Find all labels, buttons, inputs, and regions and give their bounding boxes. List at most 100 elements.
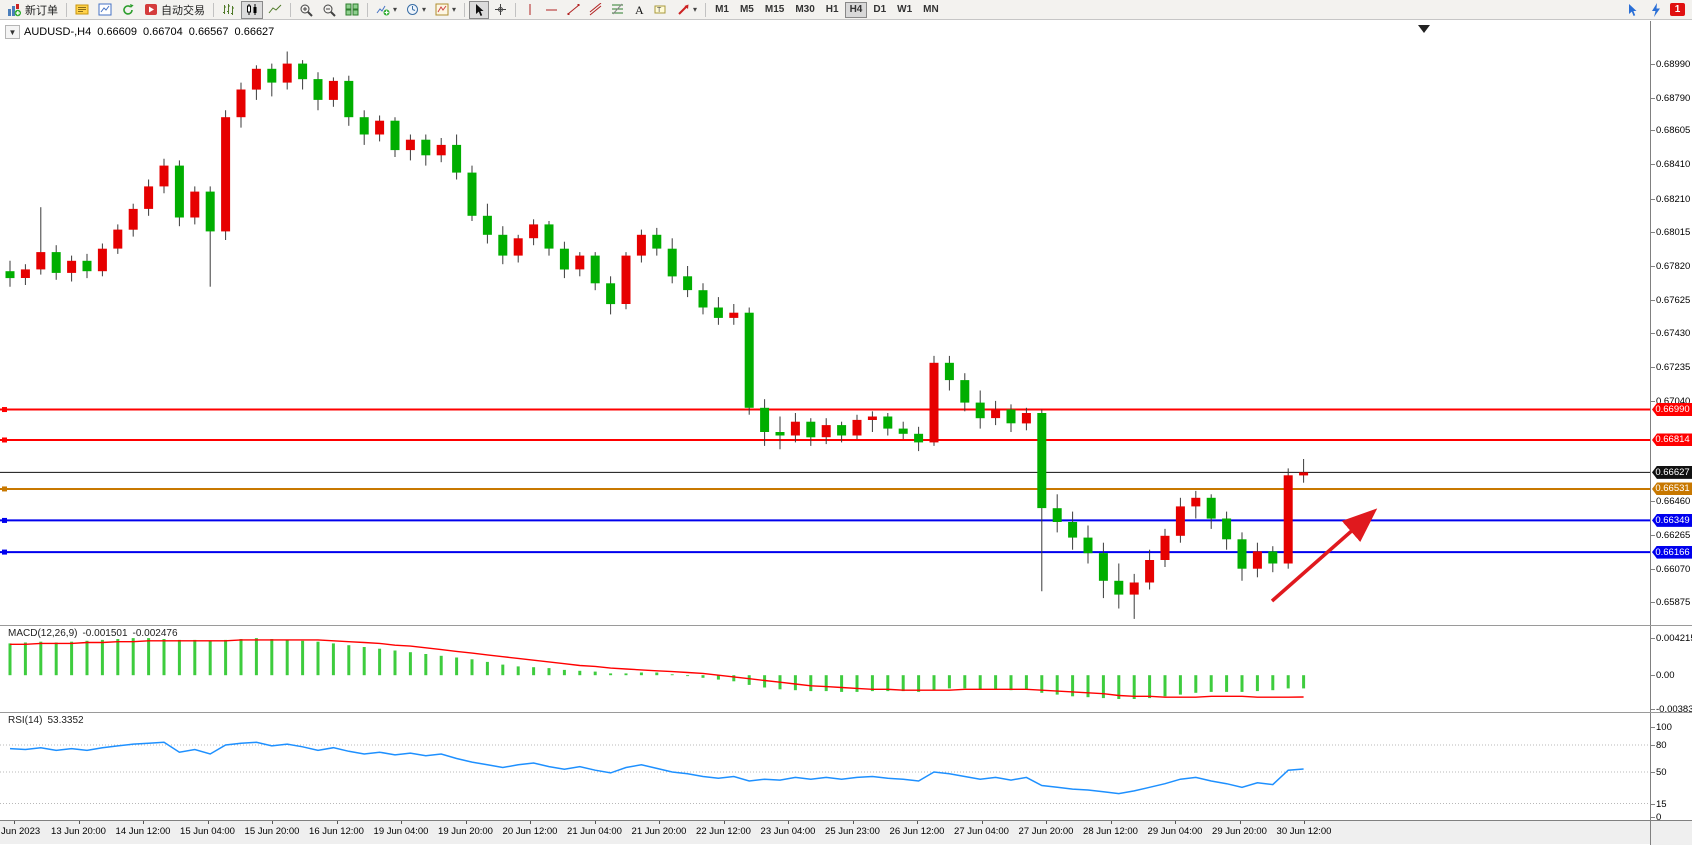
text-button[interactable]: A: [629, 1, 649, 19]
candle-body: [221, 117, 231, 232]
price-axis-label: 0.67820: [1656, 260, 1691, 272]
level-handle[interactable]: [2, 517, 7, 523]
text-label-button[interactable]: T: [650, 1, 672, 19]
time-axis-tick: [981, 821, 983, 824]
chart-shift-marker[interactable]: [1418, 25, 1430, 33]
crosshair-button[interactable]: [490, 1, 511, 19]
price-badge-0.66627: 0.66627: [1652, 465, 1692, 479]
timeframe-button-d1[interactable]: D1: [868, 2, 891, 18]
candle-body: [36, 252, 46, 270]
time-axis-tick: [659, 821, 660, 824]
autotrading-button[interactable]: 自动交易: [140, 1, 209, 19]
price-axis-label: 0.68790: [1656, 93, 1691, 105]
rsi-axis[interactable]: 100 80 50 15 0: [1650, 713, 1692, 823]
time-axis-label: 16 Jun 12:00: [309, 826, 364, 837]
indicators-icon: [376, 5, 390, 16]
macd-axis[interactable]: 0.004215 0.00 -0.003835: [1650, 626, 1692, 715]
one-click-trading-toggle[interactable]: ▼: [5, 25, 20, 39]
zoom-out-button[interactable]: [318, 1, 340, 19]
macd-axis-label: -0.003835: [1656, 704, 1692, 715]
horizontal-line-icon: [546, 9, 558, 10]
candle-body: [529, 224, 539, 239]
candle-body: [883, 416, 893, 429]
notification-badge[interactable]: 1: [1670, 3, 1685, 16]
rsi-plot[interactable]: [0, 713, 1650, 820]
new-order-label: 新订单: [25, 4, 58, 17]
price-axis-tick: [1651, 501, 1655, 503]
time-axis-tick: [1239, 821, 1241, 824]
fibonacci-button[interactable]: [607, 1, 628, 19]
price-axis-label: 0.66265: [1656, 529, 1691, 541]
price-axis-tick: [1651, 367, 1655, 369]
candle-body: [1098, 553, 1108, 581]
candle-body: [1083, 537, 1093, 554]
trendline-button[interactable]: [563, 1, 584, 19]
candle-body: [467, 172, 477, 216]
channel-button[interactable]: [585, 1, 606, 19]
ohlc-low: 0.66567: [188, 26, 229, 38]
pointer-button[interactable]: [1622, 1, 1642, 19]
indicators-button[interactable]: ▾: [372, 1, 401, 19]
candle-body: [144, 186, 154, 209]
chart-window-button[interactable]: [94, 1, 116, 19]
periods-button[interactable]: ▾: [402, 1, 430, 19]
zoom-out-icon: [323, 4, 336, 17]
level-handle[interactable]: [2, 486, 7, 492]
arrows-button[interactable]: ▾: [673, 1, 701, 19]
refresh-button[interactable]: [117, 1, 139, 19]
time-axis-tick: [143, 821, 144, 824]
new-order-button[interactable]: 新订单: [3, 1, 62, 19]
timeframe-button-h1[interactable]: H1: [821, 2, 844, 18]
candle-body: [744, 312, 754, 408]
time-axis-label: 15 Jun 04:00: [180, 826, 235, 837]
timeframe-button-m30[interactable]: M30: [790, 2, 819, 18]
main-chart-plot[interactable]: [0, 21, 1650, 625]
metaeditor-button[interactable]: [71, 1, 93, 19]
horizontal-line-button[interactable]: [541, 1, 562, 19]
tile-windows-icon: [345, 3, 359, 16]
timeframe-button-mn[interactable]: MN: [918, 2, 944, 18]
candle-body: [544, 224, 554, 249]
time-axis[interactable]: 13 Jun 2023 13 Jun 20:00 14 Jun 12:00 15 Ju…: [0, 820, 1692, 845]
cursor-button[interactable]: [469, 0, 490, 19]
rsi-axis-label: 100: [1656, 722, 1672, 733]
timeframe-button-m15[interactable]: M15: [760, 2, 789, 18]
pointer-icon: [1629, 3, 1637, 16]
macd-plot[interactable]: [0, 626, 1650, 712]
level-handle[interactable]: [2, 407, 7, 413]
tile-windows-button[interactable]: [341, 1, 363, 19]
price-axis-label: 0.66070: [1656, 563, 1691, 575]
time-axis-tick: [917, 821, 918, 824]
flash-button[interactable]: [1646, 1, 1666, 19]
vertical-line-button[interactable]: [520, 1, 540, 19]
candle-body: [421, 139, 431, 156]
bar-chart-button[interactable]: [218, 1, 240, 19]
price-axis[interactable]: 0.68990 0.68790 0.68605 0.68410 0.68210 0.680…: [1650, 21, 1692, 625]
text-label-icon: T: [654, 5, 666, 14]
arrow-annotation[interactable]: [1270, 508, 1378, 603]
time-axis-tick: [788, 821, 789, 824]
timeframe-button-w1[interactable]: W1: [892, 2, 917, 18]
candle-body: [452, 144, 462, 173]
macd-label: MACD(12,26,9) -0.001501 -0.002476: [8, 628, 183, 639]
chart-ohlc-title: AUDUSD-,H4 0.66609 0.66704 0.66567 0.66627: [24, 26, 280, 38]
candle-body: [5, 271, 15, 279]
refresh-icon: [123, 4, 134, 15]
candlestick-button[interactable]: [241, 0, 263, 19]
level-handle[interactable]: [2, 549, 7, 555]
candle-body: [1114, 580, 1124, 595]
metaeditor-icon: [75, 4, 89, 15]
timeframe-button-m1[interactable]: M1: [710, 2, 734, 18]
chevron-down-icon: ▾: [422, 4, 427, 14]
timeframe-button-m5[interactable]: M5: [735, 2, 759, 18]
candle-body: [944, 362, 954, 381]
line-chart-button[interactable]: [264, 1, 286, 19]
candle-body: [929, 362, 939, 443]
macd-axis-label: 0.00: [1656, 670, 1675, 682]
zoom-in-button[interactable]: [295, 1, 317, 19]
timeframe-button-h4[interactable]: H4: [844, 1, 868, 18]
level-handle[interactable]: [2, 437, 7, 443]
candle-body: [1145, 560, 1155, 583]
separator: [464, 2, 466, 17]
templates-button[interactable]: ▾: [431, 1, 460, 19]
